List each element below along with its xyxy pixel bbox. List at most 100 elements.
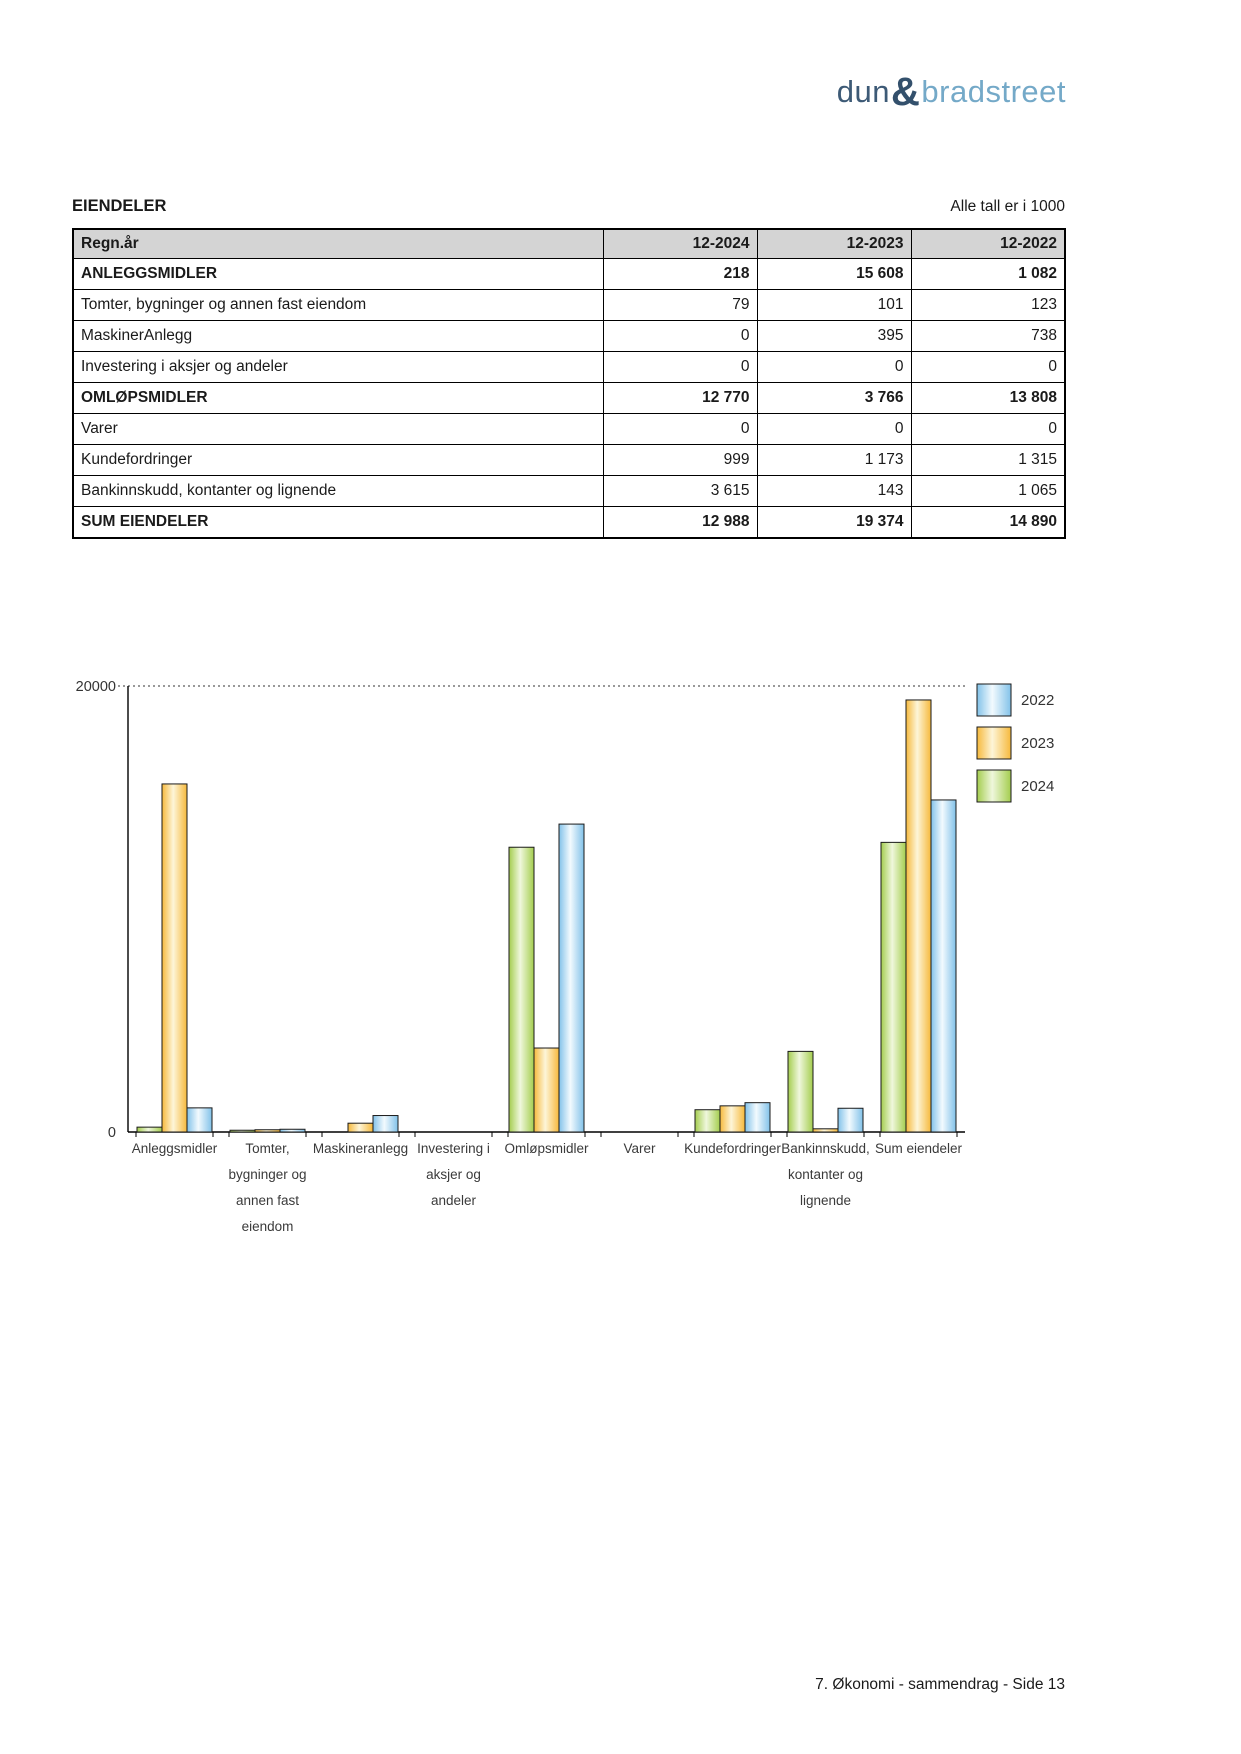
table-header-year: 12-2024 — [602, 228, 758, 259]
logo-ampersand-icon: & — [891, 70, 921, 114]
legend-label: 2022 — [1021, 692, 1054, 709]
category-label: aksjer og — [426, 1167, 481, 1182]
row-label: Tomter, bygninger og annen fast eiendom — [72, 289, 604, 321]
row-value: 101 — [756, 289, 912, 321]
bar-2024 — [694, 1109, 721, 1133]
row-value: 13 808 — [910, 382, 1066, 414]
bar-2024 — [508, 846, 535, 1133]
assets-table: Regn.år 12-2024 12-2023 12-2022 ANLEGGSMIDL… — [72, 228, 1066, 539]
category-label: Anleggsmidler — [132, 1141, 218, 1156]
y-tick-label: 0 — [108, 1125, 116, 1141]
legend-label: 2024 — [1021, 778, 1054, 795]
section-title: EIENDELER — [72, 197, 167, 215]
row-value: 0 — [910, 351, 1066, 383]
row-value: 15 608 — [756, 258, 912, 290]
row-label: Bankinnskudd, kontanter og lignende — [72, 475, 604, 507]
row-value: 14 890 — [910, 506, 1066, 539]
bar-2022 — [744, 1102, 771, 1133]
category-label: Maskineranlegg — [313, 1141, 408, 1156]
table-row: Tomter, bygninger og annen fast eiendom 7… — [72, 289, 1066, 321]
legend-swatch-2022 — [976, 683, 1012, 717]
bar-2022 — [279, 1128, 306, 1133]
bar-2022 — [930, 799, 957, 1133]
category-label: Omløpsmidler — [504, 1141, 589, 1156]
row-value: 738 — [910, 320, 1066, 352]
table-header-year: 12-2023 — [756, 228, 912, 259]
row-label: ANLEGGSMIDLER — [72, 258, 604, 290]
row-label: Varer — [72, 413, 604, 445]
category-label: kontanter og — [788, 1167, 863, 1182]
bar-2023 — [719, 1105, 746, 1133]
logo-text-dun: dun — [836, 74, 891, 109]
legend-label: 2023 — [1021, 735, 1054, 752]
row-value: 19 374 — [756, 506, 912, 539]
table-row: ANLEGGSMIDLER 218 15 608 1 082 — [72, 258, 1066, 290]
category-label: lignende — [800, 1193, 851, 1208]
row-value: 143 — [756, 475, 912, 507]
legend-swatch-2024 — [976, 769, 1012, 803]
row-value: 395 — [756, 320, 912, 352]
table-row: Bankinnskudd, kontanter og lignende 3 615… — [72, 475, 1066, 507]
bar-2023 — [533, 1047, 560, 1133]
row-value: 79 — [602, 289, 758, 321]
row-label: SUM EIENDELER — [72, 506, 604, 539]
row-value: 1 315 — [910, 444, 1066, 476]
category-label: eiendom — [242, 1219, 294, 1234]
bar-2024 — [136, 1126, 163, 1133]
category-label: Bankinnskudd, — [781, 1141, 870, 1156]
bar-2023 — [812, 1128, 839, 1133]
row-value: 3 615 — [602, 475, 758, 507]
table-header-row: Regn.år 12-2024 12-2023 12-2022 — [72, 228, 1066, 259]
row-value: 0 — [756, 413, 912, 445]
row-value: 0 — [756, 351, 912, 383]
table-header-label: Regn.år — [72, 228, 604, 259]
row-value: 0 — [602, 413, 758, 445]
bar-2023 — [905, 699, 932, 1133]
logo-text-bradstreet: bradstreet — [921, 74, 1066, 109]
row-value: 1 082 — [910, 258, 1066, 290]
category-label: Investering i — [417, 1141, 490, 1156]
bar-2023 — [161, 783, 188, 1133]
bar-2022 — [186, 1107, 213, 1133]
bar-2022 — [837, 1107, 864, 1133]
row-value: 12 770 — [602, 382, 758, 414]
bar-2024 — [880, 841, 907, 1133]
legend-swatch-2023 — [976, 726, 1012, 760]
table-row: SUM EIENDELER 12 988 19 374 14 890 — [72, 506, 1066, 539]
units-note: Alle tall er i 1000 — [950, 198, 1065, 215]
table-row: Investering i aksjer og andeler 0 0 0 — [72, 351, 1066, 383]
row-value: 3 766 — [756, 382, 912, 414]
section-heading-row: EIENDELER Alle tall er i 1000 — [72, 197, 1065, 216]
assets-bar-chart: 20000 0 Anleggsmidler Tomter, bygninger og an… — [76, 679, 1055, 1234]
row-value: 1 065 — [910, 475, 1066, 507]
category-label: Varer — [623, 1141, 656, 1156]
dun-bradstreet-logo: dun&bradstreet — [837, 70, 1066, 115]
bar-2022 — [558, 823, 585, 1133]
bar-2024 — [787, 1050, 814, 1133]
row-value: 1 173 — [756, 444, 912, 476]
row-label: Kundefordringer — [72, 444, 604, 476]
category-label: Tomter, — [245, 1141, 289, 1156]
table-row: Kundefordringer 999 1 173 1 315 — [72, 444, 1066, 476]
table-header-year: 12-2022 — [910, 228, 1066, 259]
row-label: Investering i aksjer og andeler — [72, 351, 604, 383]
category-label: bygninger og — [228, 1167, 306, 1182]
y-tick-label: 20000 — [76, 679, 116, 695]
row-value: 218 — [602, 258, 758, 290]
category-label: Kundefordringer — [684, 1141, 781, 1156]
row-value: 12 988 — [602, 506, 758, 539]
row-value: 0 — [602, 320, 758, 352]
table-row: OMLØPSMIDLER 12 770 3 766 13 808 — [72, 382, 1066, 414]
category-label: Sum eiendeler — [875, 1141, 963, 1156]
category-label: andeler — [431, 1193, 477, 1208]
row-value: 0 — [602, 351, 758, 383]
category-label: annen fast — [236, 1193, 299, 1208]
row-label: OMLØPSMIDLER — [72, 382, 604, 414]
bar-2022 — [372, 1115, 399, 1133]
row-label: MaskinerAnlegg — [72, 320, 604, 352]
bar-2024 — [229, 1129, 256, 1133]
table-row: MaskinerAnlegg 0 395 738 — [72, 320, 1066, 352]
table-row: Varer 0 0 0 — [72, 413, 1066, 445]
bar-2023 — [254, 1129, 281, 1133]
